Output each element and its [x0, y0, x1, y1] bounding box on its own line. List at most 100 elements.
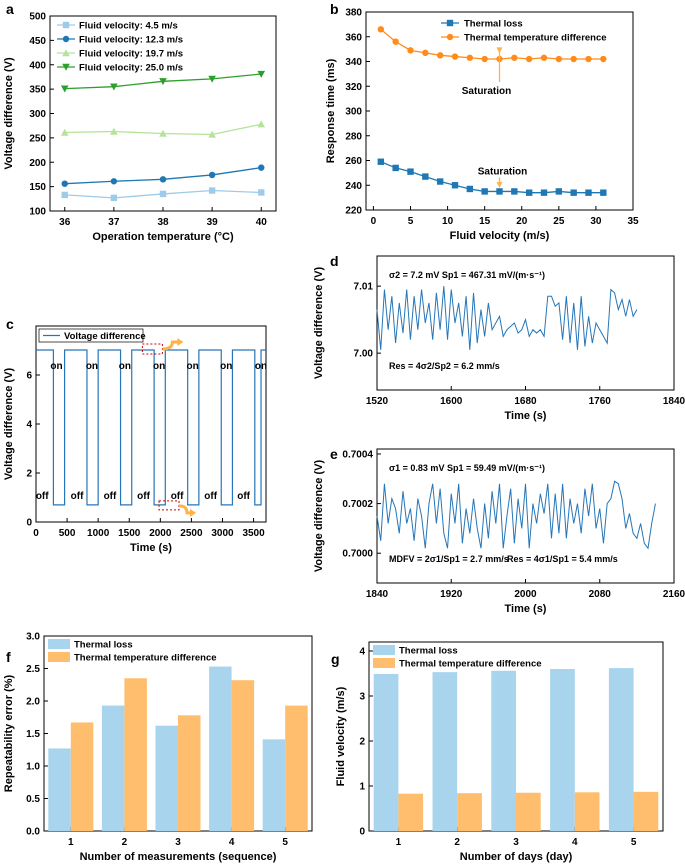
noise-annotation: σ2 = 7.2 mV Sp1 = 467.31 mV/(m·s⁻¹) — [389, 270, 545, 280]
x-tick-label: 36 — [59, 217, 71, 228]
on-label: on — [255, 361, 267, 372]
panel-label: f — [6, 649, 11, 665]
data-point — [436, 52, 444, 59]
data-point — [600, 55, 607, 63]
resolution-annotation: Res = 4σ1/Sp1 = 5.4 mm/s — [507, 554, 618, 564]
highlight-arrow — [178, 504, 192, 515]
bar — [101, 705, 125, 831]
y-tick-label: 7.01 — [354, 282, 374, 293]
bar — [124, 678, 147, 831]
legend-marker — [62, 21, 70, 29]
x-axis-label: Operation temperature (°C) — [92, 231, 234, 243]
legend-swatch — [373, 658, 395, 668]
data-point — [451, 182, 459, 189]
series-line — [376, 480, 656, 550]
data-point — [60, 128, 69, 136]
y-axis-label: Voltage difference (V) — [313, 460, 325, 573]
y-tick-label: 4 — [26, 420, 32, 431]
bar — [516, 792, 541, 831]
x-tick-label: 3000 — [211, 528, 234, 539]
data-point — [496, 188, 503, 195]
x-tick-label: 500 — [59, 528, 76, 539]
y-axis-label: Repeatability error (%) — [3, 674, 15, 792]
x-tick-label: 2 — [122, 837, 128, 848]
resolution-annotation: Res = 4σ2/Sp2 = 6.2 mm/s — [389, 361, 500, 371]
y-tick-label: 320 — [345, 82, 362, 93]
legend-marker — [62, 35, 70, 43]
data-point — [258, 164, 265, 171]
x-tick-label: 2500 — [180, 528, 203, 539]
y-tick-label: 100 — [29, 207, 46, 218]
x-tick-label: 0 — [33, 528, 39, 539]
series-line — [376, 286, 638, 350]
x-axis-label: Time (s) — [505, 603, 547, 615]
data-point — [110, 178, 118, 185]
legend-marker — [62, 63, 70, 71]
bar — [285, 705, 308, 831]
data-point — [392, 164, 399, 172]
bar — [262, 739, 286, 831]
y-axis-label: Response time (ms) — [325, 58, 337, 163]
off-label: off — [171, 491, 184, 502]
bar — [48, 748, 71, 831]
data-point — [110, 194, 118, 202]
data-point — [570, 55, 577, 63]
off-label: off — [36, 491, 49, 502]
x-tick-label: 3 — [513, 837, 519, 848]
data-point — [511, 54, 518, 61]
off-label: off — [71, 491, 84, 502]
y-tick-label: 2.5 — [26, 664, 40, 675]
data-point — [257, 120, 266, 128]
x-tick-label: 39 — [207, 217, 219, 228]
bar — [398, 793, 424, 831]
bar — [574, 792, 600, 831]
legend-box — [38, 328, 144, 343]
highlight-arrowhead — [177, 338, 184, 347]
y-tick-label: 3 — [359, 692, 365, 703]
data-point — [159, 176, 167, 183]
bar — [550, 669, 575, 831]
data-point — [600, 189, 607, 196]
data-point — [436, 178, 444, 185]
y-tick-label: 380 — [345, 8, 362, 19]
y-tick-label: 240 — [345, 181, 362, 192]
saturation-arrowhead — [496, 47, 503, 54]
y-axis-label: Voltage difference (V) — [3, 57, 15, 170]
x-tick-label: 1 — [396, 837, 402, 848]
x-tick-label: 30 — [590, 216, 602, 227]
data-point — [159, 129, 167, 137]
bar — [231, 680, 255, 831]
legend-label: Thermal temperature difference — [74, 653, 217, 664]
on-label: on — [50, 361, 62, 372]
data-point — [377, 26, 385, 33]
x-tick-label: 40 — [256, 217, 268, 228]
x-axis-label: Time (s) — [505, 410, 547, 422]
panel-label: b — [330, 1, 339, 17]
bar — [209, 666, 232, 831]
y-tick-label: 2 — [26, 469, 32, 480]
y-tick-label: 360 — [345, 32, 362, 43]
y-tick-label: 1.0 — [26, 762, 40, 773]
legend-swatch — [48, 639, 70, 649]
x-tick-label: 35 — [627, 216, 639, 227]
x-tick-label: 1000 — [87, 528, 110, 539]
legend-swatch — [48, 652, 70, 662]
data-point — [422, 173, 429, 180]
y-tick-label: 340 — [345, 57, 362, 68]
off-label: off — [204, 491, 217, 502]
x-tick-label: 2000 — [514, 589, 537, 600]
y-tick-label: 1.5 — [26, 729, 40, 740]
x-tick-label: 20 — [516, 216, 528, 227]
on-label: on — [220, 361, 232, 372]
series-line — [380, 28, 604, 60]
data-point — [110, 127, 118, 135]
x-tick-label: 3 — [175, 837, 181, 848]
x-tick-label: 1840 — [366, 589, 389, 600]
y-tick-label: 0.0 — [26, 827, 40, 838]
data-point — [422, 49, 429, 57]
x-axis-label: Time (s) — [130, 542, 172, 554]
data-point — [540, 54, 548, 61]
x-tick-label: 5 — [282, 837, 288, 848]
x-axis-label: Number of measurements (sequence) — [80, 851, 277, 863]
series-line — [380, 161, 604, 194]
